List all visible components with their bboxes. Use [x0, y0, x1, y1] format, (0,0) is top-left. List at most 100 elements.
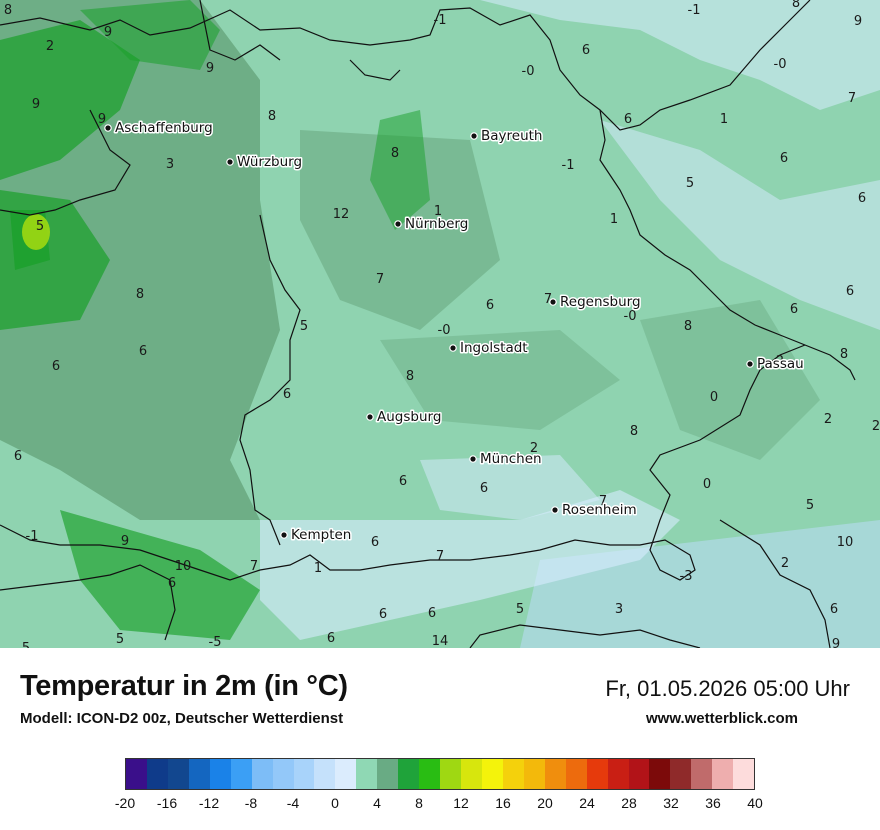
temperature-value: 6: [790, 302, 798, 317]
temperature-value: 7: [436, 549, 444, 564]
legend-tick-labels: -20 -16 -12 -8 -4 0 4 8 12 16 20 24 28 32 36 40: [115, 795, 763, 815]
legend-swatch: [209, 759, 231, 789]
website-link[interactable]: www.wetterblick.com: [646, 710, 798, 727]
temperature-value: 5: [22, 641, 30, 648]
temperature-value: 9: [832, 637, 840, 648]
temperature-value: 8: [136, 287, 144, 302]
legend-swatch: [523, 759, 545, 789]
borders: [0, 0, 856, 648]
legend-tick-label: -16: [156, 795, 178, 811]
city-augsburg[interactable]: Augsburg: [366, 408, 443, 427]
temperature-value: 6: [480, 481, 488, 496]
temperature-map[interactable]: 8 9 -1 -1 8 9 2 9 -0 9 6 -0 7 9 8 6 1 6 8 -1 5 3 6 8 5 12 1 1 7 6 -0 8 7…: [0, 0, 880, 648]
border-ne: [349, 59, 401, 81]
color-legend: [125, 758, 755, 790]
city-dot: [469, 455, 477, 463]
city-dot: [226, 158, 234, 166]
city-bayreuth[interactable]: Bayreuth: [470, 127, 544, 146]
legend-tick-label: 8: [415, 795, 423, 811]
city-label: Aschaffenburg: [115, 120, 213, 136]
temperature-value: 10: [837, 535, 854, 550]
legend-swatch: [335, 759, 357, 789]
legend-tick-label: 16: [495, 795, 511, 811]
legend-tick-label: -4: [286, 795, 300, 811]
legend-swatch: [314, 759, 336, 789]
temperature-value: 14: [432, 634, 449, 648]
temperature-value: 5: [686, 176, 694, 191]
temperature-value: 8: [4, 3, 12, 18]
legend-swatch: [440, 759, 461, 789]
city-regensburg[interactable]: Regensburg: [549, 293, 642, 312]
city-markers: Aschaffenburg Würzburg Bayreuth Nürnberg Reg…: [104, 119, 805, 545]
map-title: Temperatur in 2m (in °C): [20, 670, 348, 702]
border-swiss: [0, 564, 176, 641]
legend-tick-label: 28: [621, 795, 637, 811]
temperature-value: 8: [630, 424, 638, 439]
footer: Temperatur in 2m (in °C) Modell: ICON-D2…: [0, 648, 880, 830]
temperature-value: 9: [104, 25, 112, 40]
city-label: Rosenheim: [562, 502, 637, 518]
city-label: Bayreuth: [481, 128, 543, 144]
legend-tick-label: 4: [373, 795, 381, 811]
temperature-value: 7: [848, 91, 856, 106]
legend-swatch: [565, 759, 587, 789]
legend-swatch: [377, 759, 399, 789]
temperature-hotspot: [22, 214, 50, 250]
temperature-value: 2: [530, 441, 538, 456]
city-dot: [366, 413, 374, 421]
temperature-value: 6: [780, 151, 788, 166]
legend-swatch: [272, 759, 294, 789]
city-nuernberg[interactable]: Nürnberg: [394, 215, 470, 234]
temperature-value: 1: [434, 204, 442, 219]
city-label: Nürnberg: [405, 216, 468, 232]
temperature-value: 6: [327, 631, 335, 646]
city-label: Kempten: [291, 527, 351, 543]
legend-swatch: [167, 759, 189, 789]
forecast-date: Fr, 01.05.2026 05:00 Uhr: [605, 676, 850, 701]
border-north: [0, 0, 811, 131]
legend-tick-label: 36: [705, 795, 721, 811]
city-label: Regensburg: [560, 294, 641, 310]
legend-swatch: [461, 759, 482, 789]
legend-swatch: [502, 759, 524, 789]
city-rosenheim[interactable]: Rosenheim: [551, 501, 638, 520]
temperature-value: 0: [703, 477, 711, 492]
temperature-value: 8: [840, 347, 848, 362]
temperature-value: 8: [406, 369, 414, 384]
city-dot: [470, 132, 478, 140]
city-dot: [549, 298, 557, 306]
temperature-region: [300, 130, 500, 330]
border-state-nw: [0, 109, 131, 216]
temperature-value: 6: [168, 576, 176, 591]
border-south: [469, 624, 701, 648]
temperature-value: 5: [116, 632, 124, 647]
temperature-region: [260, 490, 680, 640]
temperature-value: -3: [680, 569, 693, 584]
temperature-value: -0: [522, 64, 535, 79]
legend-swatch: [230, 759, 252, 789]
city-aschaffenburg[interactable]: Aschaffenburg: [104, 119, 214, 138]
legend-swatch: [146, 759, 168, 789]
city-passau[interactable]: Passau: [746, 355, 805, 374]
temperature-value: 6: [624, 112, 632, 127]
city-kempten[interactable]: Kempten: [280, 526, 353, 545]
legend-swatch: [649, 759, 671, 789]
temperature-value: 7: [376, 272, 384, 287]
legend-tick-label: -12: [198, 795, 220, 811]
legend-swatch: [419, 759, 441, 789]
city-ingolstadt[interactable]: Ingolstadt: [449, 339, 529, 358]
temperature-value: 6: [858, 191, 866, 206]
border-czech: [599, 109, 856, 381]
temperature-value: 10: [175, 559, 192, 574]
temperature-value: 3: [615, 602, 623, 617]
legend-swatch: [733, 759, 755, 789]
city-wuerzburg[interactable]: Würzburg: [226, 153, 304, 172]
city-muenchen[interactable]: München: [469, 450, 543, 469]
temperature-value: 6: [52, 359, 60, 374]
temperature-region: [380, 330, 620, 430]
temperature-value: 8: [268, 109, 276, 124]
model-subtitle: Modell: ICON-D2 00z, Deutscher Wetterdie…: [20, 710, 344, 727]
temperature-field: [0, 0, 880, 648]
temperature-value: -1: [562, 158, 575, 173]
temperature-region: [420, 455, 600, 520]
